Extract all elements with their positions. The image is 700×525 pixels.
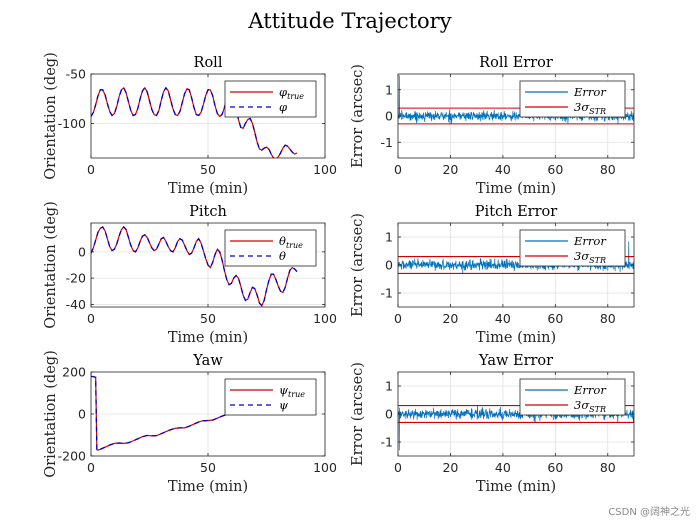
x-tick-label: 40 xyxy=(495,162,511,177)
legend-label: θ xyxy=(279,249,286,263)
x-axis-label: Time (min) xyxy=(476,330,556,346)
x-tick-label: 100 xyxy=(313,162,337,177)
x-tick-label: 20 xyxy=(442,162,458,177)
panel-pitch: 0 50 100 0 -20 -40 Pitch Time (min) Orientation … xyxy=(43,201,337,346)
legend-label: 3σSTR xyxy=(574,249,606,265)
error-noise-line xyxy=(398,241,634,274)
y-axis-label: Orientation (deg) xyxy=(43,201,59,328)
panel-title: Pitch Error xyxy=(475,204,557,220)
plot-lines xyxy=(91,86,298,158)
y-axis-label: Error (arcsec) xyxy=(350,64,366,168)
series-line-estimate xyxy=(91,225,298,307)
x-axis-label: Time (min) xyxy=(476,479,556,495)
legend-label: Error xyxy=(573,234,607,248)
x-tick-label: 60 xyxy=(547,460,563,475)
y-axis-label: Error (arcsec) xyxy=(350,213,366,317)
panel-title: Yaw Error xyxy=(478,353,553,369)
watermark: CSDN @阔神之光 xyxy=(608,507,690,518)
y-tick-label: 1 xyxy=(385,230,393,245)
x-tick-label: 20 xyxy=(442,311,458,326)
x-tick-label: 50 xyxy=(200,311,216,326)
error-noise-line xyxy=(398,75,634,124)
y-tick-label: 0 xyxy=(385,109,393,124)
legend-label: Error xyxy=(573,85,607,99)
y-tick-label: -100 xyxy=(58,116,86,131)
x-tick-label: 100 xyxy=(313,311,337,326)
panel-roll: 0 50 100 -50 -100 Roll Time (min) Orientation (… xyxy=(43,52,337,197)
y-tick-label: -1 xyxy=(381,286,393,301)
legend-label: θtrue xyxy=(279,234,303,250)
x-tick-label: 20 xyxy=(442,460,458,475)
x-axis-label: Time (min) xyxy=(168,330,248,346)
y-tick-label: 1 xyxy=(385,82,393,97)
legend-label: ψtrue xyxy=(279,383,305,399)
y-axis-label: Error (arcsec) xyxy=(350,362,366,466)
x-tick-label: 0 xyxy=(394,460,402,475)
x-tick-label: 0 xyxy=(87,460,95,475)
x-tick-label: 60 xyxy=(547,162,563,177)
x-tick-label: 0 xyxy=(394,311,402,326)
y-tick-label: -50 xyxy=(66,67,86,82)
legend-box xyxy=(519,229,626,267)
x-tick-label: 60 xyxy=(547,311,563,326)
y-tick-label: 0 xyxy=(385,258,393,273)
legend-box xyxy=(519,378,626,416)
figure-title: Attitude Trajectory xyxy=(247,9,451,33)
x-tick-label: 0 xyxy=(87,162,95,177)
legend-box xyxy=(224,378,317,416)
y-tick-label: 0 xyxy=(385,407,393,422)
x-tick-label: 80 xyxy=(600,162,616,177)
x-tick-label: 40 xyxy=(495,460,511,475)
legend-box xyxy=(519,80,626,118)
y-tick-label: -20 xyxy=(66,271,86,286)
panel-title: Roll Error xyxy=(479,55,553,71)
legend-label: φtrue xyxy=(279,85,304,101)
x-axis-label: Time (min) xyxy=(168,479,248,495)
x-axis-label: Time (min) xyxy=(168,181,248,197)
x-tick-label: 40 xyxy=(495,311,511,326)
legend-label: φ xyxy=(279,100,287,114)
plot-lines xyxy=(91,225,298,307)
y-axis-label: Orientation (deg) xyxy=(43,350,59,477)
series-line-estimate xyxy=(91,375,298,451)
legend-label: 3σSTR xyxy=(574,398,606,414)
y-tick-label: 1 xyxy=(385,379,393,394)
y-tick-label: -1 xyxy=(381,435,393,450)
y-tick-label: 0 xyxy=(78,407,86,422)
legend-box xyxy=(224,229,317,267)
x-tick-label: 80 xyxy=(600,460,616,475)
panel-title: Roll xyxy=(194,55,223,71)
x-tick-label: 0 xyxy=(394,162,402,177)
x-tick-label: 50 xyxy=(200,162,216,177)
legend-label: ψ xyxy=(279,398,289,412)
y-tick-label: -40 xyxy=(66,297,86,312)
y-axis-label: Orientation (deg) xyxy=(43,52,59,179)
legend-box xyxy=(224,80,317,118)
legend-label: Error xyxy=(573,383,607,397)
y-tick-label: 0 xyxy=(78,244,86,259)
x-axis-label: Time (min) xyxy=(476,181,556,197)
x-tick-label: 80 xyxy=(600,311,616,326)
y-tick-label: -200 xyxy=(58,449,86,464)
panel-title: Pitch xyxy=(189,204,227,220)
y-tick-label: 200 xyxy=(62,365,86,380)
x-tick-label: 0 xyxy=(87,311,95,326)
x-tick-label: 100 xyxy=(313,460,337,475)
series-line-estimate xyxy=(91,86,298,158)
legend-label: 3σSTR xyxy=(574,100,606,116)
y-tick-label: -1 xyxy=(381,135,393,150)
panel-title: Yaw xyxy=(192,353,223,369)
x-tick-label: 50 xyxy=(200,460,216,475)
